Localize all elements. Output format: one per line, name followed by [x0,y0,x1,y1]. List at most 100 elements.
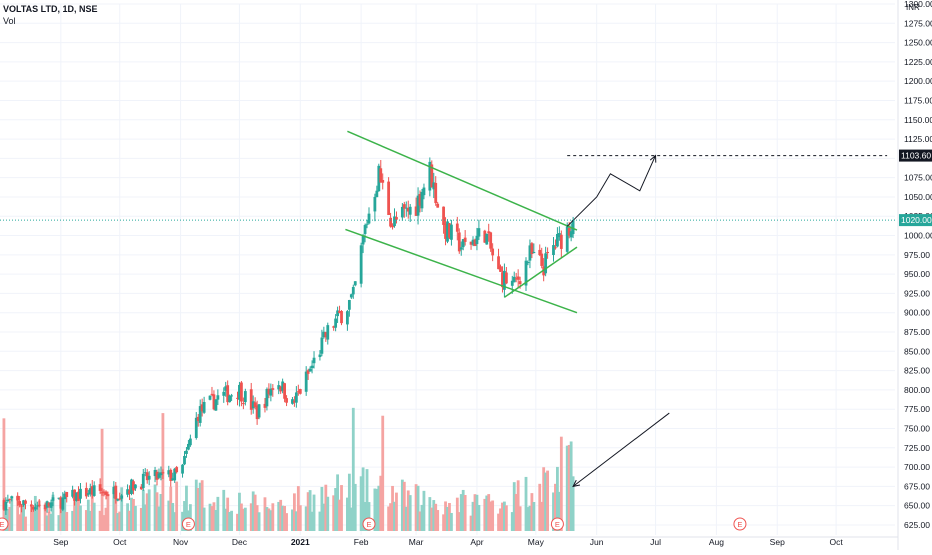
volume-bar [31,507,35,531]
candle-body [351,286,355,295]
candle-body [63,493,67,500]
candle-body [153,469,157,477]
candle-body [491,248,495,256]
candle-body [448,223,451,238]
candle-body [418,194,422,206]
volume-bar [457,512,461,531]
volume-bar [251,491,255,531]
volume-bar [57,515,61,531]
candle-body [132,481,135,491]
volume-bar [293,493,296,531]
volume-bar [249,503,253,531]
earnings-marker[interactable] [0,517,9,531]
candle-body [298,389,302,394]
earnings-marker-label: E [366,520,371,529]
candle-body [71,489,75,497]
candle-body [510,280,514,286]
earnings-marker-label: E [737,520,742,529]
volume-bar [59,504,63,531]
candle-body [73,489,76,501]
x-tick-label: Aug [709,537,724,547]
volume-bar [414,484,418,531]
volume-bar [283,505,286,531]
candle-body [353,281,357,286]
volume-bar [473,494,477,531]
volume-bar [442,514,445,531]
x-tick-label: Sep [53,537,68,547]
volume-bar [118,511,122,531]
volume-bar [446,506,449,531]
y-tick-label: 750.00 [904,423,930,433]
volume-bar [485,495,489,531]
support-trendline [503,246,578,298]
candle-body [196,416,200,422]
volume-bar [444,501,447,531]
currency-label[interactable]: INR [906,3,920,12]
volume-bar [514,493,518,531]
candle-body [134,484,137,489]
y-tick-label: 700.00 [904,462,930,472]
candle-body [106,494,110,496]
volume-bar [2,418,6,531]
candle-body [169,469,173,481]
volume-bar [306,492,310,531]
x-tick-label: Sep [770,537,785,547]
volume-indicator-label[interactable]: Vol [3,16,16,26]
candle-body [379,168,383,183]
volume-bar [194,479,198,531]
earnings-marker[interactable] [362,517,376,531]
x-tick-label: Jun [590,537,604,547]
volume-bar [139,507,143,531]
candle-body [10,496,14,499]
candle-body [554,247,557,249]
volume-bar [281,505,285,531]
candle-body [434,182,438,204]
candle-body [277,385,281,390]
y-tick-label: 975.00 [904,250,930,260]
candle-body [75,492,78,501]
candle-body [503,270,506,290]
y-tick-label: 1275.00 [904,18,932,28]
volume-bar [373,488,377,531]
volume-bar [24,516,27,531]
chart-legend: VOLTAS LTD, 1D, NSE Vol [3,3,98,27]
volume-bar [512,482,516,531]
volume-bar [538,483,542,531]
target-price-tag [899,149,932,162]
candle-body [84,487,88,497]
earnings-marker[interactable] [550,517,564,531]
volume-bar [255,505,259,531]
symbol-title[interactable]: VOLTAS LTD, 1D, NSE [3,4,98,14]
candle-body [24,500,27,504]
candle-body [77,491,80,501]
candle-body [155,471,159,480]
candle-body [389,217,392,227]
volume-bar [114,490,118,531]
x-tick-label: Feb [354,537,369,547]
volume-bar [516,480,520,531]
candle-body [308,368,312,372]
candle-body [126,489,129,495]
candle-body [497,256,500,270]
candle-body [249,389,253,410]
target-price-label: 1103.60 [901,151,931,161]
earnings-marker[interactable] [181,517,195,531]
volume-bar [35,505,39,531]
earnings-marker[interactable] [733,517,747,531]
volume-bar [145,493,149,531]
volume-bar [296,486,300,531]
candle-body [400,206,404,218]
candle-body [45,501,49,508]
volume-bar [49,513,53,531]
candle-body [208,395,212,400]
candle-body [444,223,447,239]
candle-body [263,403,267,408]
volume-bar [112,488,116,531]
volume-bar [487,494,491,531]
candle-body [243,391,247,403]
volume-bar [84,510,88,531]
volume-bar [224,508,228,531]
candle-body [546,251,549,254]
